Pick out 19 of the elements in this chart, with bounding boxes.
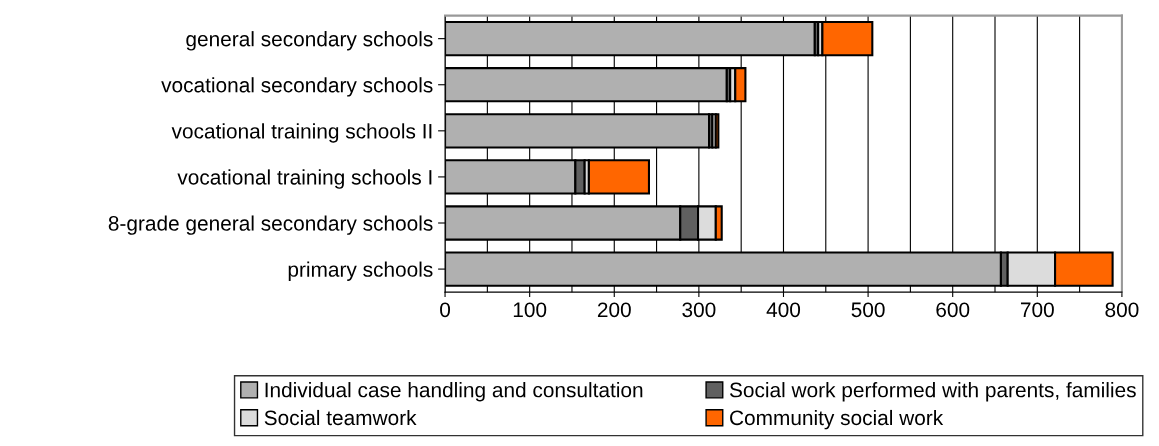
legend-label: Community social work [730,409,944,430]
x-tick-label: 400 [766,302,801,318]
y-tick-label: primary schools [288,261,433,281]
x-tick-label: 500 [851,302,885,318]
x-tick-label: 300 [682,302,716,318]
x-tick-label: 600 [936,302,970,318]
y-tick-label: vocational secondary schools [161,77,433,97]
x-tick-label: 800 [1105,302,1139,318]
x-tick-label: 700 [1020,302,1054,318]
legend-label: Social work performed with parents, families [729,382,1136,402]
y-tick-label: general secondary schools [186,31,433,51]
legend-label: Social teamwork [264,409,417,426]
legend-label: Individual case handling and consultation [265,382,643,402]
x-tick-label: 0 [440,302,451,318]
y-tick-label: vocational training schools II [171,123,432,143]
y-tick-label: vocational training schools I [177,169,432,189]
x-tick-label: 100 [513,302,547,318]
y-tick-label: 8-grade general secondary schools [108,215,433,235]
x-tick-label: 200 [597,302,631,318]
